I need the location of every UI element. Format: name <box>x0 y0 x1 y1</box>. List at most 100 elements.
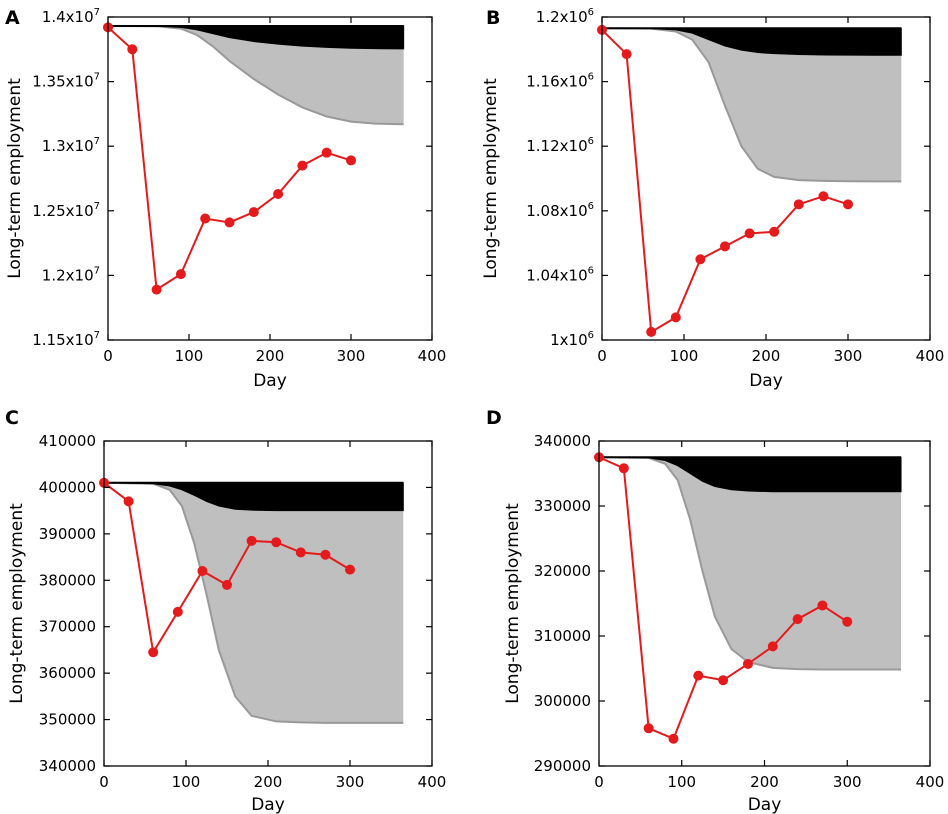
x-tick-label: 400 <box>916 773 945 791</box>
plot-area <box>104 481 404 724</box>
y-tick-label: 380000 <box>39 571 96 589</box>
gray-band-edge <box>108 25 404 126</box>
y-tick-label: 1.08x106 <box>526 201 594 220</box>
data-point <box>346 155 356 166</box>
data-point <box>224 217 235 228</box>
data-point <box>742 658 753 669</box>
y-tick-label: 350000 <box>39 711 96 729</box>
y-tick-label: 1.35x107 <box>32 72 100 91</box>
x-tick-label: 200 <box>752 347 781 365</box>
data-point <box>720 241 730 252</box>
gray-band-edge <box>599 456 902 671</box>
data-point <box>769 226 780 237</box>
data-point <box>297 160 308 171</box>
plot-area <box>602 27 902 183</box>
data-point <box>646 326 657 337</box>
data-point <box>172 606 183 617</box>
black-band <box>599 456 902 493</box>
data-point <box>271 537 282 548</box>
data-point <box>843 199 853 210</box>
data-point <box>246 535 257 546</box>
data-point <box>818 191 829 202</box>
data-point <box>643 723 654 734</box>
y-tick-label: 290000 <box>534 757 591 775</box>
data-point <box>345 564 355 575</box>
data-point <box>320 549 331 560</box>
data-point <box>792 614 803 625</box>
data-point <box>295 547 306 558</box>
panel-letter: C <box>5 407 19 429</box>
gray-band-edge <box>602 27 902 183</box>
x-tick-label: 400 <box>418 347 447 365</box>
x-tick-label: 100 <box>670 347 699 365</box>
data-point <box>695 254 706 265</box>
gray-band <box>108 26 404 125</box>
y-axis-label: Long-term employment <box>481 78 501 279</box>
data-point <box>200 213 211 224</box>
x-axis-label: Day <box>748 795 782 814</box>
data-point <box>273 189 284 200</box>
x-tick-label: 0 <box>594 773 604 791</box>
data-point <box>175 269 186 280</box>
x-tick-label: 200 <box>750 773 779 791</box>
plot-area <box>108 25 405 126</box>
panel-letter: B <box>486 7 500 29</box>
gray-band <box>104 482 404 723</box>
y-axis-label: Long-term employment <box>503 503 523 704</box>
y-tick-label: 1.15x107 <box>32 330 100 349</box>
x-tick-label: 300 <box>834 347 863 365</box>
y-tick-label: 340000 <box>39 757 96 775</box>
x-tick-label: 300 <box>336 773 365 791</box>
data-point <box>123 496 134 507</box>
y-tick-label: 1.4x107 <box>42 7 100 26</box>
y-tick-label: 330000 <box>534 497 591 515</box>
x-tick-label: 400 <box>916 347 945 365</box>
y-tick-label: 390000 <box>39 525 96 543</box>
y-tick-label: 1.04x106 <box>526 265 594 284</box>
y-axis-label: Long-term employment <box>7 503 27 704</box>
data-point <box>321 147 332 158</box>
x-tick-label: 200 <box>254 773 283 791</box>
plot-area <box>599 456 902 671</box>
data-point <box>618 463 629 474</box>
gray-band-edge <box>104 481 404 724</box>
data-point <box>151 284 162 295</box>
y-tick-label: 1.2x107 <box>42 265 100 284</box>
black-band <box>602 27 902 56</box>
x-axis-label: Day <box>251 795 285 814</box>
y-tick-label: 410000 <box>39 432 96 450</box>
y-tick-label: 340000 <box>534 432 591 450</box>
panel-d: D 0 100 200 300 400 290000 300000 310000 320000 33… <box>486 407 944 814</box>
y-axis-label: Long-term employment <box>5 78 25 279</box>
x-tick-label: 100 <box>172 773 201 791</box>
x-axis-label: Day <box>253 371 287 391</box>
data-point <box>767 641 778 652</box>
y-tick-label: 300000 <box>534 692 591 710</box>
x-tick-label: 0 <box>597 347 607 365</box>
x-tick-label: 0 <box>99 773 109 791</box>
x-axis-label: Day <box>749 371 783 391</box>
y-tick-label: 1.12x106 <box>526 136 594 155</box>
gray-band <box>602 28 902 182</box>
data-point <box>197 566 208 576</box>
x-tick-label: 200 <box>256 347 285 365</box>
y-tick-label: 1.3x107 <box>42 136 100 155</box>
y-tick-label: 1.25x107 <box>32 201 100 220</box>
data-point <box>793 199 804 210</box>
y-tick-label: 360000 <box>39 664 96 682</box>
data-point <box>222 579 232 590</box>
gray-band <box>599 457 902 670</box>
x-tick-label: 100 <box>667 773 696 791</box>
data-point <box>693 670 704 681</box>
data-point <box>817 600 828 611</box>
panel-letter: A <box>5 7 20 29</box>
data-point <box>668 733 679 744</box>
x-tick-label: 300 <box>337 347 366 365</box>
y-tick-label: 310000 <box>534 627 591 645</box>
x-tick-label: 0 <box>103 347 113 365</box>
data-point <box>670 312 681 323</box>
y-tick-label: 1.2x106 <box>536 7 594 26</box>
data-point <box>744 228 755 239</box>
x-tick-label: 400 <box>418 773 447 791</box>
y-tick-label: 370000 <box>39 618 96 636</box>
